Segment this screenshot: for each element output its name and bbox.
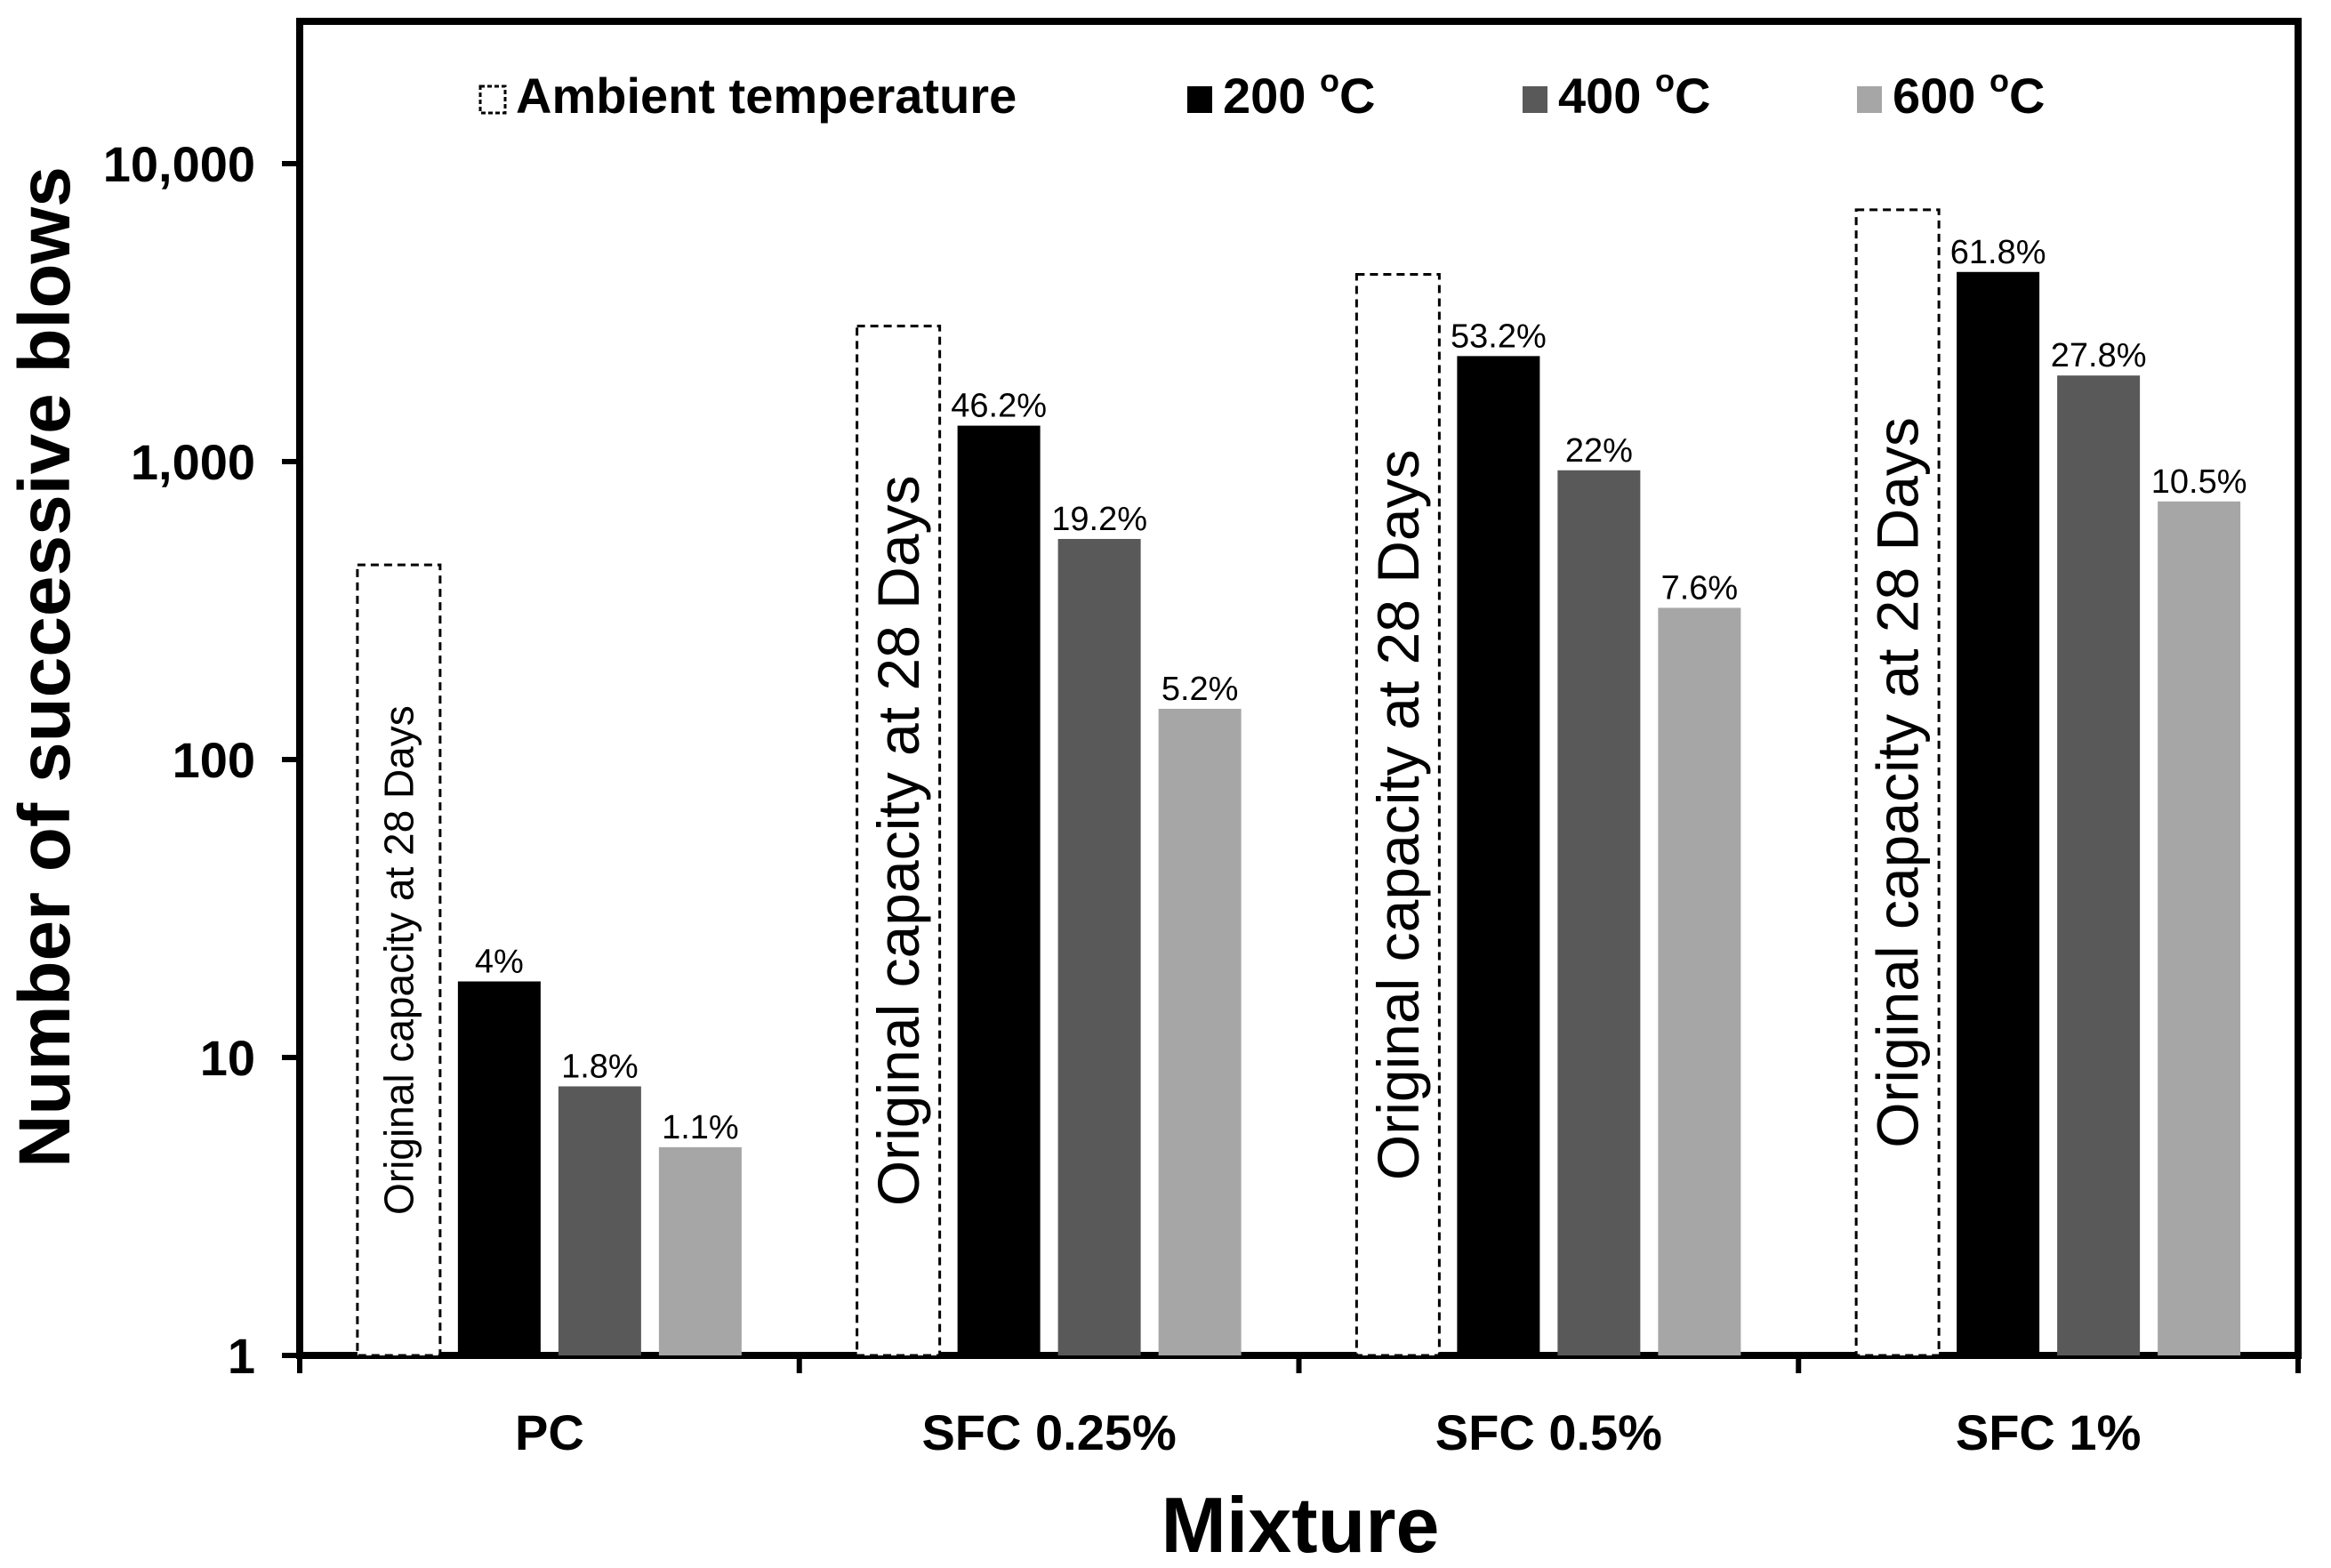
y-tick-label: 1,000 <box>131 434 255 490</box>
x-tick-label: PC <box>515 1404 584 1460</box>
y-tick-label: 1 <box>228 1328 255 1384</box>
bar-ambient <box>356 563 442 1357</box>
bar-400 <box>1057 538 1141 1355</box>
data-label: 1.1% <box>662 1109 739 1146</box>
bar-annotation: Original capacity at 28 Days <box>1365 449 1431 1180</box>
legend-label: Ambient temperature <box>516 68 1017 124</box>
legend-swatch <box>1857 86 1882 113</box>
x-tick-label: SFC 1% <box>1956 1404 2142 1460</box>
data-label: 22% <box>1565 432 1633 470</box>
bars <box>356 208 2241 1357</box>
legend-swatch-ambient <box>478 84 507 115</box>
data-label: 19.2% <box>1051 501 1147 538</box>
y-tick-label: 10,000 <box>103 136 255 192</box>
legend-swatch <box>1523 86 1547 113</box>
bar-600 <box>1158 708 1242 1355</box>
bar-400 <box>558 1086 641 1355</box>
x-axis-ticks: PC SFC 0.25% SFC 0.5% SFC 1% <box>297 1355 2301 1460</box>
bar-ambient <box>1854 208 1941 1357</box>
y-axis-ticks: 1 10 100 1,000 10,000 <box>103 136 300 1384</box>
y-tick-label: 10 <box>200 1030 255 1086</box>
y-tick-label: 100 <box>173 732 255 788</box>
bar-200 <box>1457 356 1540 1356</box>
bar-200 <box>1957 271 2040 1355</box>
bar-annotation: Original capacity at 28 Days <box>375 705 422 1215</box>
legend-label: 600 oC <box>1893 62 2045 124</box>
data-label: 10.5% <box>2151 463 2247 501</box>
bar-600 <box>1658 607 1741 1355</box>
legend: Ambient temperature 200 oC 400 oC 600 oC <box>478 62 2045 124</box>
bar-200 <box>457 981 541 1355</box>
data-labels: Original capacity at 28 Days 4% 1.8% 1.1% Or… <box>375 234 2247 1215</box>
data-label: 46.2% <box>951 388 1047 425</box>
bar-400 <box>1557 470 1641 1355</box>
bar-ambient <box>1354 272 1441 1357</box>
data-label: 5.2% <box>1161 671 1239 708</box>
bar-600 <box>2158 501 2241 1355</box>
bar-400 <box>2057 375 2141 1356</box>
data-label: 53.2% <box>1451 318 1547 355</box>
bar-annotation: Original capacity at 28 Days <box>865 475 931 1206</box>
bar-ambient <box>856 325 942 1357</box>
data-label: 27.8% <box>2051 337 2147 374</box>
data-label: 61.8% <box>1950 234 2046 271</box>
legend-swatch <box>1187 86 1212 113</box>
legend-label: 400 oC <box>1558 62 1710 124</box>
bar-600 <box>658 1146 742 1355</box>
x-tick-label: SFC 0.5% <box>1435 1404 1662 1460</box>
data-label: 4% <box>475 943 524 980</box>
legend-label: 200 oC <box>1223 62 1375 124</box>
data-label: 7.6% <box>1661 569 1739 607</box>
data-label: 1.8% <box>561 1048 639 1085</box>
bar-annotation: Original capacity at 28 Days <box>1865 417 1931 1148</box>
bar-200 <box>957 425 1041 1356</box>
y-axis-title: Number of successive blows <box>4 166 85 1168</box>
x-tick-label: SFC 0.25% <box>921 1404 1176 1460</box>
x-axis-title: Mixture <box>1161 1481 1440 1568</box>
